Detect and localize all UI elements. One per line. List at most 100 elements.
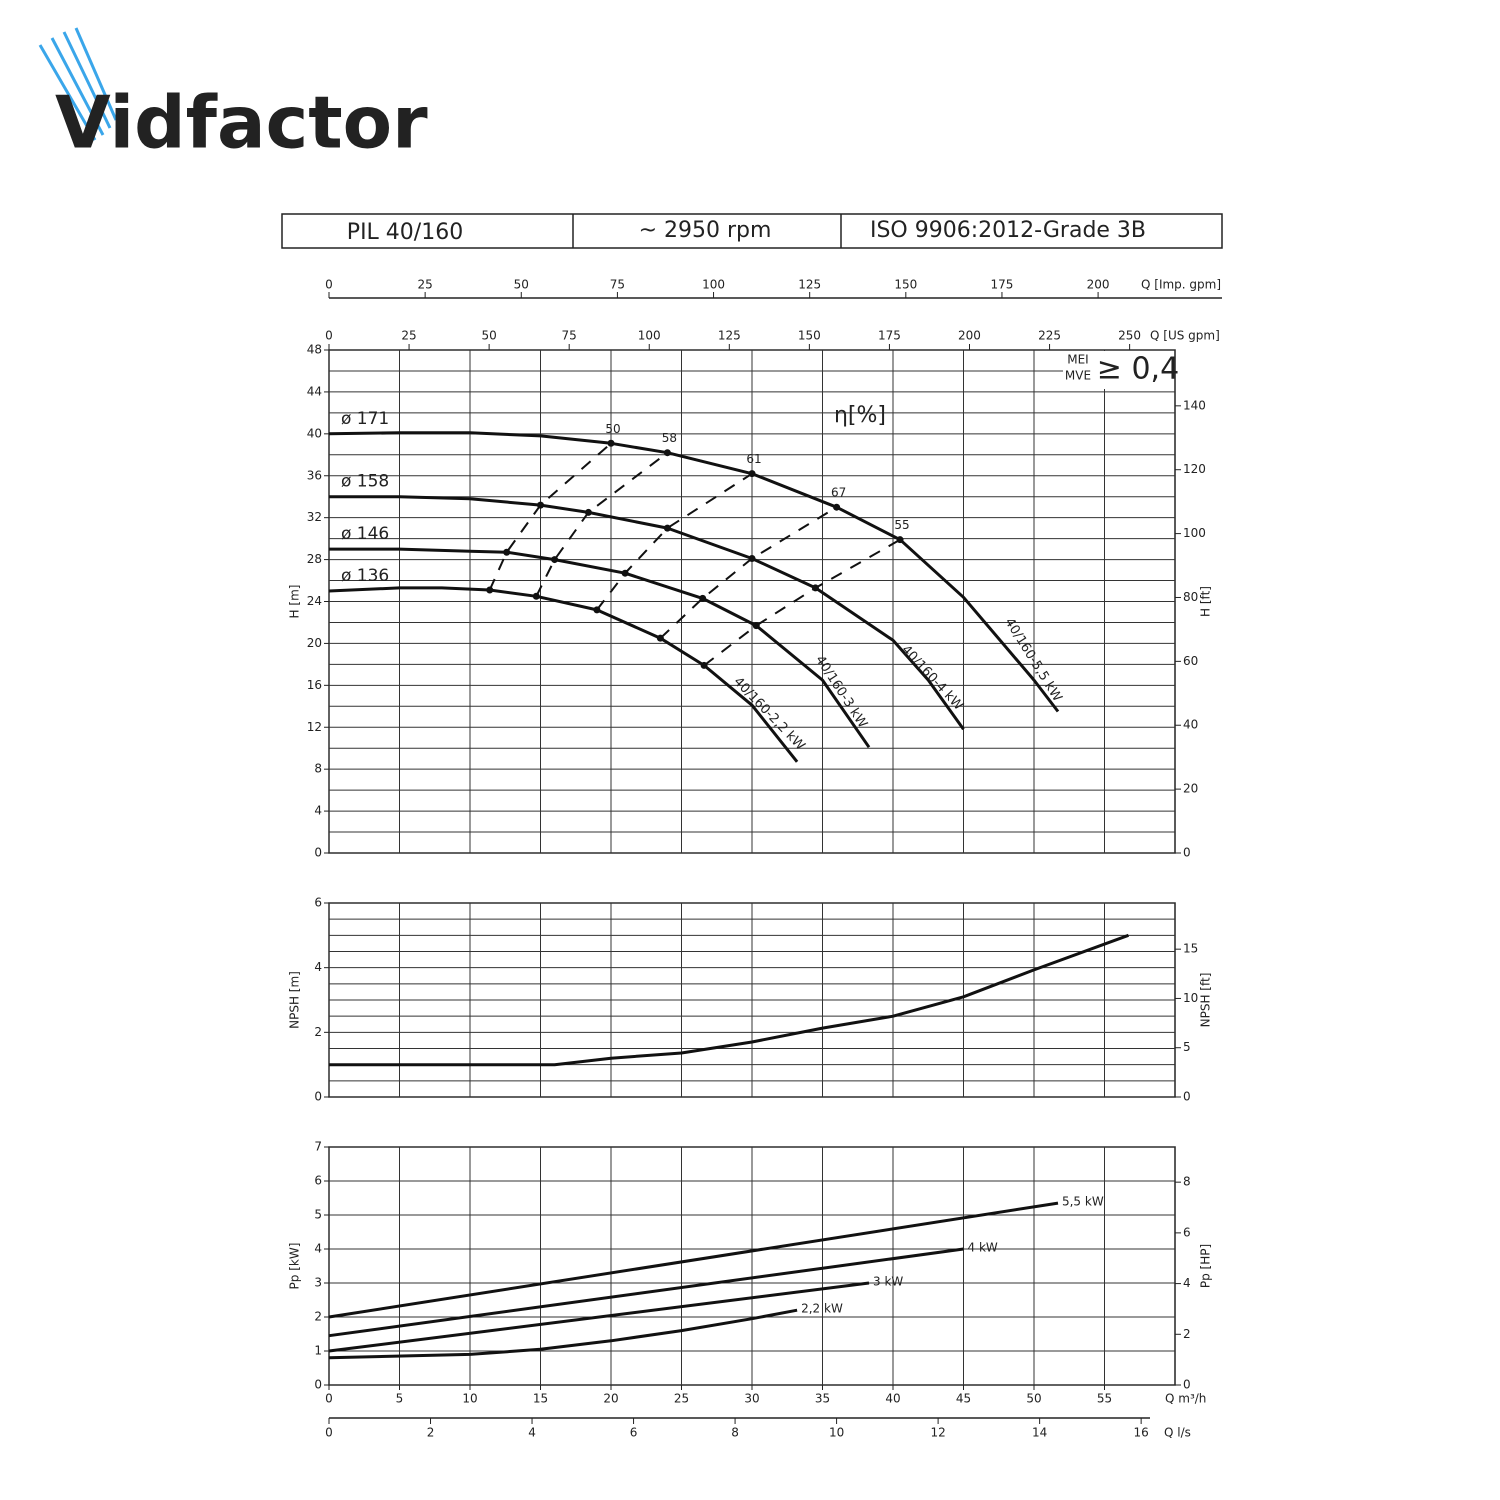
top-tick-label: 175 [991,278,1014,292]
series-name: ø 158 [341,472,389,492]
x-tick-label: 15 [533,1392,548,1406]
y2-tick-label: 0 [1183,1378,1191,1392]
top-tick-label: 75 [562,329,577,343]
series-name: ø 146 [341,524,389,544]
y2-tick-label: 2 [1183,1327,1191,1341]
bottom-tick-label: 4 [528,1426,536,1440]
y-tick-label: 36 [307,468,322,482]
y2-tick-label: 100 [1183,526,1206,540]
x-tick-label: 5 [396,1392,404,1406]
mei-value: ≥ 0,4 [1097,352,1179,387]
y2-axis-label: Pp [HP] [1199,1244,1213,1288]
top-tick-label: 175 [878,329,901,343]
x-tick-label: 35 [815,1392,830,1406]
y-tick-label: 28 [307,552,322,566]
series-name: 5,5 kW [1062,1195,1104,1209]
top-tick-label: 225 [1038,329,1061,343]
top-tick-label: 250 [1118,329,1141,343]
x-tick-label: 25 [674,1392,689,1406]
y-tick-label: 32 [307,510,322,524]
y-tick-label: 0 [314,1090,322,1104]
series-line [328,1281,870,1353]
y-tick-label: 20 [307,636,322,650]
y-tick-label: 16 [307,678,322,692]
x-tick-label: 10 [462,1392,477,1406]
top-tick-label: 50 [514,278,529,292]
y-tick-label: 2 [314,1025,322,1039]
y2-tick-label: 0 [1183,846,1191,860]
efficiency-label: 67 [831,486,846,500]
series-name: 2,2 kW [801,1302,843,1316]
series-line [328,1247,964,1338]
top-tick-label: 200 [958,329,981,343]
y-tick-label: 12 [307,720,322,734]
x-tick-label: 0 [325,1392,333,1406]
y-tick-label: 8 [314,762,322,776]
curve-label: 40/160-5,5 kW [1001,615,1064,704]
bottom-tick-label: 8 [731,1426,739,1440]
efficiency-line [596,472,753,611]
y-tick-label: 24 [307,594,322,608]
efficiency-title: η[%] [834,403,886,428]
top-tick-label: 125 [718,329,741,343]
y-tick-label: 4 [314,1242,322,1256]
efficiency-label: 55 [894,518,909,532]
top-tick-label: 25 [401,329,416,343]
y-tick-label: 4 [314,804,322,818]
x-tick-label: 50 [1026,1392,1041,1406]
x-tick-label: 45 [956,1392,971,1406]
y-tick-label: 7 [314,1140,322,1154]
y-tick-label: 6 [314,896,322,910]
y2-tick-label: 0 [1183,1090,1191,1104]
standard: ISO 9906:2012-Grade 3B [870,218,1146,243]
efficiency-line [535,451,669,597]
series-line [328,431,1060,713]
series-name: ø 171 [341,409,389,429]
bottom-tick-label: 14 [1032,1426,1047,1440]
bottom-tick-label: 16 [1134,1426,1149,1440]
bottom-axis-label: Q l/s [1164,1426,1191,1440]
y2-tick-label: 40 [1183,718,1198,732]
mei-label: MEI [1067,353,1088,367]
x-tick-label: 20 [603,1392,618,1406]
efficiency-line [659,506,838,639]
top-tick-label: 200 [1087,278,1110,292]
y2-tick-label: 15 [1183,942,1198,956]
series-line [328,1201,1059,1319]
top-axis-label: Q [Imp. gpm] [1141,278,1221,292]
y2-tick-label: 20 [1183,782,1198,796]
efficiency-label: 50 [605,422,620,436]
top-tick-label: 100 [702,278,725,292]
y2-tick-label: 120 [1183,462,1206,476]
y2-tick-label: 4 [1183,1276,1191,1290]
top-tick-label: 75 [610,278,625,292]
y-axis-label: H [m] [288,585,302,619]
model: PIL 40/160 [347,220,463,245]
y2-axis-label: NPSH [ft] [1199,973,1213,1028]
top-tick-label: 150 [798,329,821,343]
top-tick-label: 150 [894,278,917,292]
y-tick-label: 0 [314,1378,322,1392]
y2-tick-label: 80 [1183,590,1198,604]
series-line [328,1308,798,1360]
y-tick-label: 4 [314,960,322,974]
speed: ~ 2950 rpm [639,218,772,243]
top-tick-label: 100 [638,329,661,343]
y-tick-label: 0 [314,846,322,860]
y2-tick-label: 10 [1183,991,1198,1005]
header-box [281,213,1223,249]
y-tick-label: 44 [307,384,322,398]
efficiency-line [488,442,612,591]
series-line [329,933,1130,1067]
efficiency-line [703,538,901,667]
curve-label: 40/160-2,2 kW [730,674,807,753]
y2-tick-label: 140 [1183,398,1206,412]
y-tick-label: 1 [314,1344,322,1358]
y-tick-label: 3 [314,1276,322,1290]
x-tick-label: 40 [885,1392,900,1406]
top-axis-label: Q [US gpm] [1150,329,1220,343]
y-axis-label: Pp [kW] [288,1243,302,1290]
y-tick-label: 6 [314,1174,322,1188]
top-tick-label: 125 [798,278,821,292]
